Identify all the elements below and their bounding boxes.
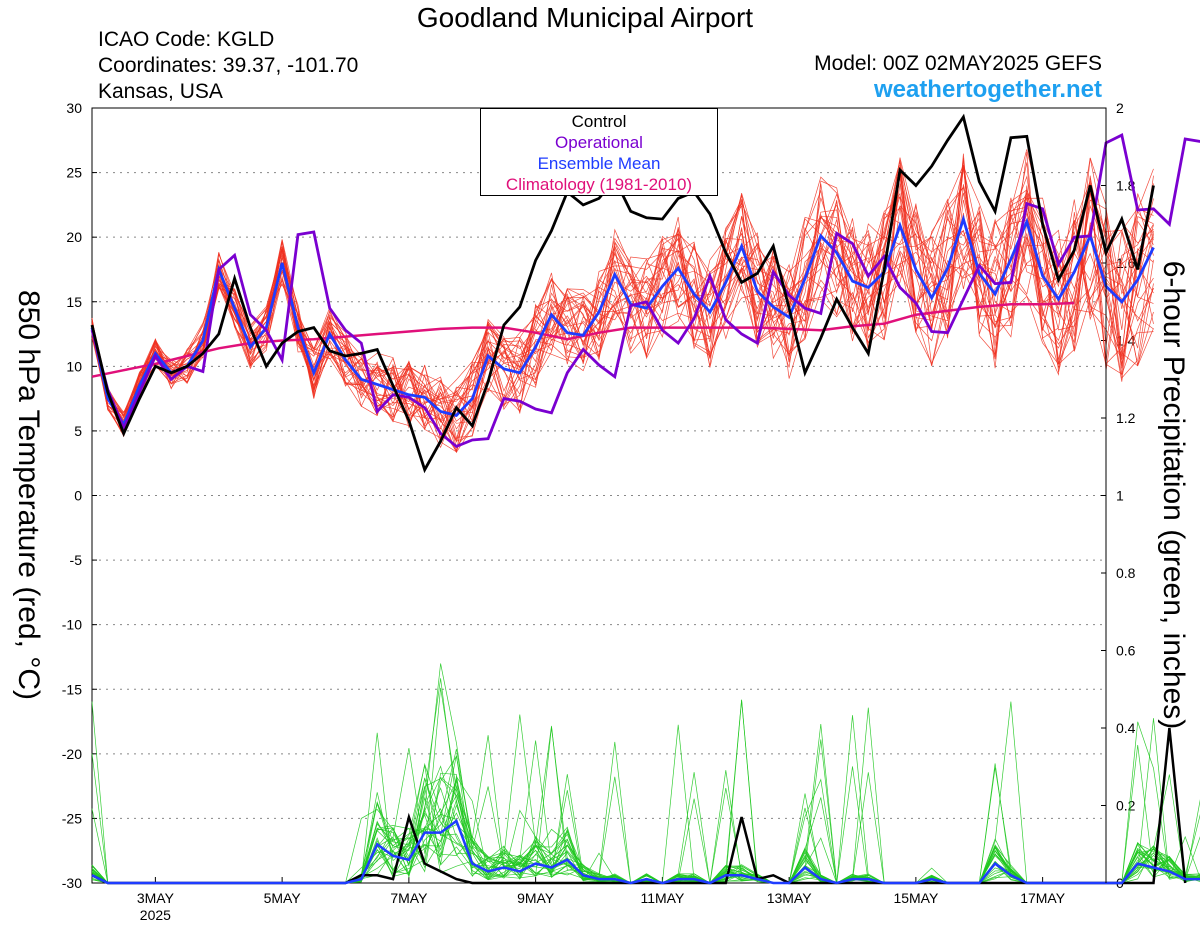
y-tick-label: -10 xyxy=(62,617,82,633)
legend-operational: Operational xyxy=(555,133,643,152)
y2-tick-label: 0.8 xyxy=(1116,565,1136,581)
y2-tick-label: 0.4 xyxy=(1116,720,1136,736)
y-tick-label: 30 xyxy=(66,100,82,116)
ensemble-temp-line xyxy=(91,193,1154,442)
y-tick-label: 20 xyxy=(66,229,82,245)
legend-mean: Ensemble Mean xyxy=(537,154,661,173)
location: Kansas, USA xyxy=(98,80,223,103)
ensemble-temp-line xyxy=(91,157,1154,452)
y-tick-label: -25 xyxy=(62,810,82,826)
y2-tick-label: 0.6 xyxy=(1116,643,1136,659)
y-tick-label: -15 xyxy=(62,681,82,697)
mean-temp-line xyxy=(90,214,1155,428)
ensemble-temp-line xyxy=(91,166,1154,439)
model-run: Model: 00Z 02MAY2025 GEFS xyxy=(814,52,1102,75)
mean-precip-line xyxy=(91,819,1200,885)
y-axis-label-right: 6-hour Precipitation (green, inches) xyxy=(1157,260,1190,730)
ensemble-temp-line xyxy=(91,177,1154,440)
page-title: Goodland Municipal Airport xyxy=(416,2,754,33)
x-tick-label: 3MAY xyxy=(137,890,175,906)
x-tick-label: 7MAY xyxy=(390,890,428,906)
site-link[interactable]: weathertogether.net xyxy=(873,76,1102,103)
y-tick-label: 0 xyxy=(74,488,82,504)
y2-tick-label: 1.2 xyxy=(1116,410,1136,426)
legend-control: Control xyxy=(571,112,627,131)
x-tick-label: 5MAY xyxy=(264,890,302,906)
legend-climatology: Climatology (1981-2010) xyxy=(505,175,693,194)
x-tick-label: 9MAY xyxy=(517,890,555,906)
y-axis-label-left: 850 hPa Temperature (red, °C) xyxy=(12,290,45,700)
y-tick-label: -20 xyxy=(62,746,82,762)
y2-tick-label: 0.2 xyxy=(1116,798,1136,814)
icao-code: ICAO Code: KGLD xyxy=(98,28,275,51)
y2-tick-label: 2 xyxy=(1116,100,1124,116)
y-tick-label: 25 xyxy=(66,165,82,181)
ensemble-temp-line xyxy=(91,162,1154,428)
x-tick-label: 15MAY xyxy=(893,890,939,906)
y-tick-label: -5 xyxy=(70,552,83,568)
ensemble-temp-line xyxy=(91,182,1154,442)
x-tick-label: 13MAY xyxy=(767,890,813,906)
ensemble-temp-line xyxy=(91,190,1154,436)
x-tick-label: 11MAY xyxy=(640,890,684,906)
x-tick-label: 17MAY xyxy=(1020,890,1066,906)
y-tick-label: 5 xyxy=(74,423,82,439)
y2-tick-label: 1 xyxy=(1116,488,1124,504)
x-tick-year: 2025 xyxy=(140,907,171,923)
y-tick-label: 10 xyxy=(66,358,82,374)
legend: Control Operational Ensemble Mean Climat… xyxy=(480,108,718,196)
coordinates: Coordinates: 39.37, -101.70 xyxy=(98,54,359,77)
y-tick-label: -30 xyxy=(62,875,82,891)
y-tick-label: 15 xyxy=(66,294,82,310)
